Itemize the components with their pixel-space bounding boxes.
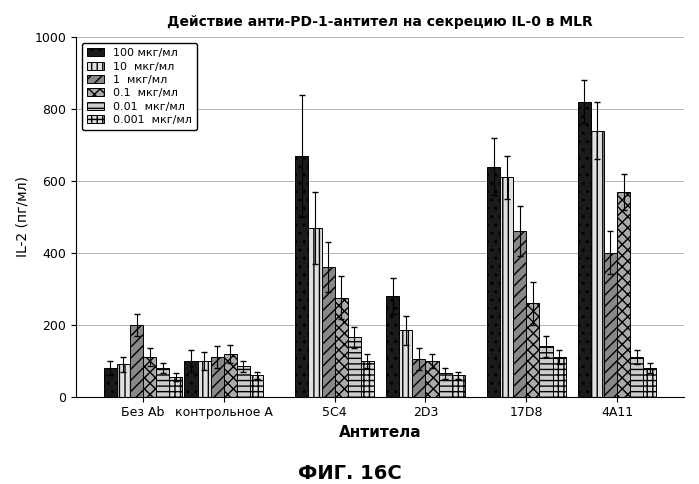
Bar <box>526 303 540 397</box>
Bar <box>438 373 452 397</box>
Bar <box>552 357 565 397</box>
Bar <box>399 330 412 397</box>
Y-axis label: IL-2 (пг/мл): IL-2 (пг/мл) <box>15 176 29 257</box>
Bar <box>296 156 308 397</box>
Bar <box>117 364 130 397</box>
Bar <box>452 375 465 397</box>
Bar <box>630 357 643 397</box>
Legend: 100 мкг/мл, 10  мкг/мл, 1  мкг/мл, 0.1  мкг/мл, 0.01  мкг/мл, 0.001  мкг/мл: 100 мкг/мл, 10 мкг/мл, 1 мкг/мл, 0.1 мкг… <box>82 43 197 131</box>
Bar <box>591 131 604 397</box>
Bar <box>308 227 322 397</box>
Bar <box>513 231 526 397</box>
Bar <box>198 361 210 397</box>
Bar <box>500 177 513 397</box>
Bar <box>224 353 237 397</box>
X-axis label: Антитела: Антитела <box>339 425 421 440</box>
Bar <box>210 357 224 397</box>
Bar <box>237 366 250 397</box>
Bar <box>426 361 438 397</box>
Bar <box>540 347 552 397</box>
Bar <box>487 166 500 397</box>
Bar <box>143 357 156 397</box>
Bar <box>335 298 348 397</box>
Bar <box>386 296 399 397</box>
Bar <box>130 325 143 397</box>
Bar <box>617 192 630 397</box>
Bar <box>169 377 182 397</box>
Bar <box>412 359 426 397</box>
Bar <box>250 375 263 397</box>
Bar <box>185 361 198 397</box>
Title: Действие анти-PD-1-антител на секрецию IL-0 в MLR: Действие анти-PD-1-антител на секрецию I… <box>167 15 593 29</box>
Bar <box>103 368 117 397</box>
Bar <box>643 368 656 397</box>
Bar <box>348 337 361 397</box>
Bar <box>604 253 617 397</box>
Bar <box>156 368 169 397</box>
Bar <box>361 361 374 397</box>
Bar <box>577 102 591 397</box>
Bar <box>322 267 335 397</box>
Text: ФИГ. 16C: ФИГ. 16C <box>298 464 401 483</box>
